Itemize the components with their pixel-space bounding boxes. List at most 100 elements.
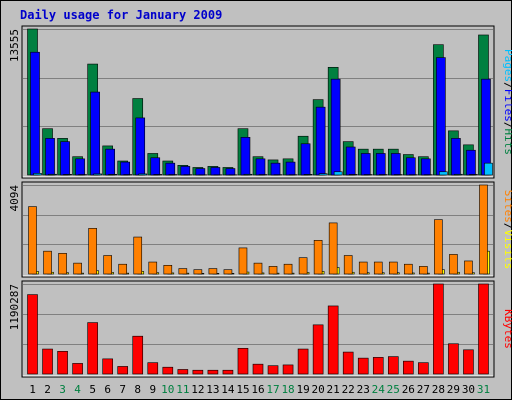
day-label-25: 25 — [387, 383, 400, 396]
bar-sites-day-30 — [464, 260, 473, 275]
day-label-9: 9 — [149, 383, 156, 396]
day-label-23: 23 — [357, 383, 370, 396]
bar-files-day-26 — [406, 157, 416, 176]
bar-kbytes-day-18 — [282, 364, 294, 375]
panel-frame — [21, 280, 495, 378]
panel-frame — [21, 25, 495, 179]
day-label-14: 14 — [221, 383, 235, 396]
legend-middle: Sites/Visits — [502, 190, 512, 270]
bar-pages-day-30 — [469, 174, 478, 176]
bar-files-day-6 — [105, 148, 115, 176]
day-label-24: 24 — [372, 383, 386, 396]
bar-sites-day-28 — [434, 219, 443, 275]
legend-entry: Visits — [502, 230, 512, 270]
bar-files-day-27 — [421, 158, 431, 176]
legend-entry: KBytes — [502, 309, 512, 349]
bar-kbytes-day-21 — [327, 305, 339, 375]
bar-pages-day-29 — [454, 173, 463, 176]
bar-kbytes-day-6 — [102, 358, 113, 375]
bar-pages-day-19 — [303, 174, 313, 176]
bar-kbytes-day-26 — [403, 360, 414, 375]
bar-files-day-3 — [60, 141, 70, 176]
bar-files-day-31 — [481, 78, 491, 176]
day-label-6: 6 — [104, 383, 111, 396]
bar-kbytes-day-4 — [72, 363, 83, 375]
day-label-5: 5 — [89, 383, 96, 396]
bar-kbytes-day-13 — [207, 369, 219, 375]
bar-kbytes-day-23 — [357, 357, 369, 375]
bar-sites-day-23 — [358, 261, 368, 275]
bar-files-day-8 — [135, 117, 146, 176]
legend-entry: / — [502, 223, 512, 230]
bar-sites-day-13 — [208, 268, 218, 275]
bar-pages-day-3 — [63, 174, 72, 176]
legend-entry: Hits — [502, 129, 512, 156]
bar-sites-day-8 — [133, 236, 143, 275]
bar-files-day-24 — [375, 153, 386, 176]
bar-files-day-12 — [195, 168, 206, 176]
bar-pages-day-2 — [48, 173, 57, 176]
bar-files-day-30 — [466, 149, 476, 176]
bar-files-day-11 — [180, 166, 191, 176]
bar-files-day-1 — [30, 51, 40, 176]
legend-entry: Sites — [502, 190, 512, 223]
bar-sites-day-29 — [449, 254, 458, 275]
day-label-18: 18 — [281, 383, 294, 396]
bar-files-day-20 — [315, 106, 326, 176]
bar-files-day-14 — [225, 168, 236, 176]
bar-kbytes-day-24 — [372, 357, 384, 375]
panel-middle: 4094 Sites/Visits — [8, 181, 512, 278]
y-axis-max-label: 4094 — [8, 185, 21, 212]
bar-kbytes-day-15 — [237, 347, 249, 375]
bar-kbytes-day-27 — [418, 362, 429, 375]
day-label-11: 11 — [176, 383, 189, 396]
bar-sites-day-14 — [223, 269, 233, 275]
bar-sites-day-9 — [148, 261, 158, 275]
bar-files-day-18 — [285, 161, 296, 176]
bar-kbytes-day-14 — [222, 369, 234, 375]
bar-files-day-4 — [75, 158, 85, 176]
bar-sites-day-21 — [328, 222, 338, 275]
bar-kbytes-day-8 — [132, 335, 144, 375]
bar-pages-day-9 — [153, 174, 163, 176]
legend-entry: Files — [502, 89, 512, 122]
bar-sites-day-16 — [253, 262, 263, 275]
day-label-17: 17 — [266, 383, 279, 396]
day-label-21: 21 — [327, 383, 340, 396]
bar-files-day-7 — [120, 161, 131, 176]
bar-kbytes-day-9 — [147, 362, 159, 375]
day-label-31: 31 — [477, 383, 490, 396]
bar-pages-day-21 — [333, 171, 343, 176]
bar-kbytes-day-5 — [87, 322, 98, 375]
day-label-29: 29 — [447, 383, 460, 396]
bar-sites-day-10 — [163, 265, 173, 275]
day-label-28: 28 — [432, 383, 445, 396]
bar-files-day-5 — [90, 91, 100, 176]
legend-entry: / — [502, 82, 512, 89]
bar-files-day-22 — [345, 146, 356, 176]
bar-kbytes-day-19 — [297, 348, 309, 375]
bar-pages-day-6 — [108, 174, 117, 176]
bar-pages-day-28 — [439, 171, 448, 176]
bar-kbytes-day-10 — [162, 366, 174, 375]
bar-kbytes-day-12 — [192, 369, 204, 375]
day-labels: 1 2 3 4 5 6 7 8 9 10 11 12 13 14 15 16 17 18 19 20 21 22 23 24 2… — [29, 383, 490, 396]
bar-kbytes-day-17 — [267, 365, 279, 375]
bar-sites-day-11 — [178, 268, 188, 275]
day-label-1: 1 — [29, 383, 36, 396]
bar-sites-day-17 — [268, 266, 278, 275]
bar-files-day-17 — [270, 162, 281, 176]
bar-files-day-21 — [330, 78, 341, 176]
legend-top: Pages/Files/Hits — [502, 49, 512, 155]
bar-sites-day-7 — [118, 263, 128, 275]
y-axis-max-label: 1190287 — [8, 284, 21, 330]
bar-sites-day-1 — [28, 206, 37, 275]
bar-kbytes-day-20 — [312, 324, 324, 375]
bar-kbytes-day-7 — [117, 366, 129, 375]
bar-pages-day-22 — [348, 174, 358, 176]
bar-kbytes-day-22 — [342, 351, 354, 375]
bar-files-day-23 — [360, 153, 371, 176]
bar-files-day-15 — [240, 137, 251, 176]
day-label-30: 30 — [462, 383, 475, 396]
